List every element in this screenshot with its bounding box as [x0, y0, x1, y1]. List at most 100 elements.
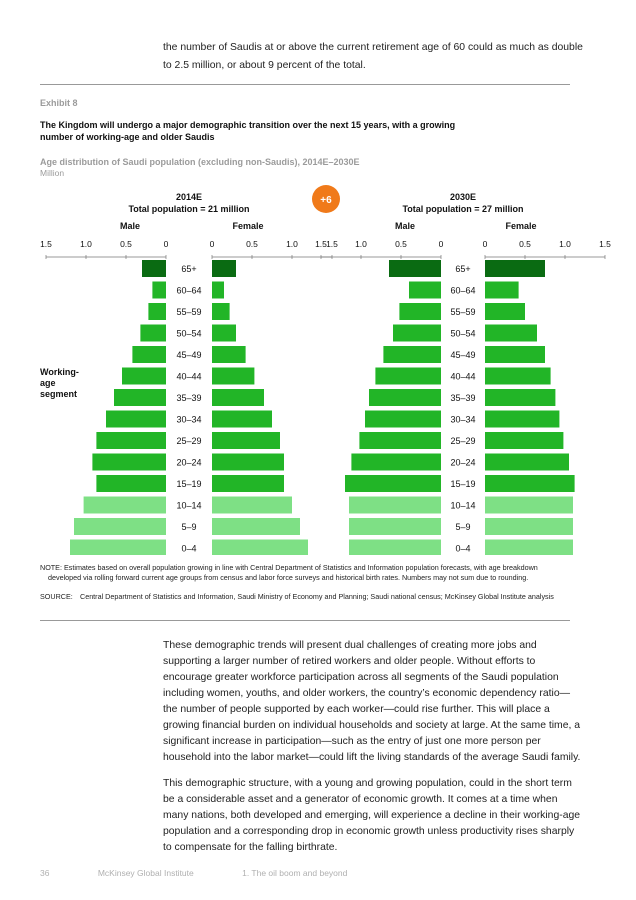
- age-group-label: 65+: [455, 264, 470, 274]
- tick-label: 1.0: [80, 239, 92, 249]
- tick-label: 1.5: [315, 239, 327, 249]
- page-footer: 36 McKinsey Global Institute 1. The oil …: [40, 868, 393, 878]
- age-group-label: 50–54: [450, 329, 475, 339]
- source-text: Central Department of Statistics and Inf…: [80, 592, 554, 601]
- female-bar: [485, 496, 573, 514]
- female-bar: [212, 432, 280, 449]
- age-group-label: 35–39: [450, 393, 475, 403]
- male-bar: [393, 324, 441, 342]
- age-group-label: 40–44: [450, 372, 475, 382]
- tick-label: 0: [439, 239, 444, 249]
- panel-year: 2030E: [450, 192, 476, 202]
- female-bar: [212, 303, 230, 320]
- male-bar: [383, 346, 441, 363]
- age-group-label: 35–39: [176, 393, 201, 403]
- body-paragraph-1: These demographic trends will present du…: [163, 640, 581, 763]
- male-bar: [96, 432, 166, 449]
- female-bar: [485, 367, 551, 385]
- working-age-label: Working-: [40, 367, 79, 377]
- male-bar: [148, 303, 166, 320]
- female-bar: [212, 260, 236, 277]
- female-bar: [212, 346, 246, 363]
- exhibit-title: The Kingdom will undergo a major demogra…: [40, 120, 456, 142]
- female-bar: [485, 324, 537, 342]
- age-group-label: 30–34: [176, 415, 201, 425]
- male-bar: [365, 410, 441, 428]
- tick-label: 0: [210, 239, 215, 249]
- age-group-label: 30–34: [450, 415, 475, 425]
- page-number: 36: [40, 868, 50, 878]
- female-bar: [212, 539, 308, 555]
- chart-source: SOURCE: Central Department of Statistics…: [40, 592, 580, 602]
- male-bar: [92, 453, 166, 471]
- male-bar: [409, 281, 441, 299]
- age-group-label: 5–9: [455, 522, 470, 532]
- male-bar: [349, 539, 441, 555]
- growth-badge: [312, 185, 340, 213]
- age-group-label: 50–54: [176, 329, 201, 339]
- intro-paragraph: the number of Saudis at or above the cur…: [163, 42, 583, 71]
- age-group-label: 15–19: [450, 479, 475, 489]
- female-bar: [485, 539, 573, 555]
- female-bar: [212, 367, 255, 385]
- working-age-label: segment: [40, 389, 77, 399]
- male-bar: [389, 260, 441, 277]
- tick-label: 0.5: [120, 239, 132, 249]
- tick-label: 0: [164, 239, 169, 249]
- female-bar: [212, 281, 224, 299]
- age-group-label: 5–9: [181, 522, 196, 532]
- age-group-label: 10–14: [450, 501, 475, 511]
- male-bar: [351, 453, 441, 471]
- female-bar: [485, 518, 573, 535]
- female-bar: [212, 496, 292, 514]
- note-line-2: developed via rolling forward current ag…: [48, 573, 529, 582]
- male-bar: [375, 367, 441, 385]
- age-group-label: 40–44: [176, 372, 201, 382]
- male-bar: [152, 281, 166, 299]
- tick-label: 0.5: [519, 239, 531, 249]
- female-bar: [212, 518, 300, 535]
- female-bar: [212, 410, 272, 428]
- age-group-label: 10–14: [176, 501, 201, 511]
- population-pyramid-chart: 2014E Total population = 21 million Male Fe…: [40, 185, 611, 555]
- male-bar: [106, 410, 166, 428]
- footer-org: McKinsey Global Institute: [97, 868, 194, 878]
- body-paragraph-2: This demographic structure, with a young…: [163, 778, 581, 853]
- female-label: Female: [232, 221, 263, 231]
- male-bar: [122, 367, 166, 385]
- panel-total: Total population = 21 million: [128, 204, 249, 214]
- male-bar: [369, 389, 441, 406]
- male-label: Male: [395, 221, 415, 231]
- tick-label: 0.5: [246, 239, 258, 249]
- male-bar: [142, 260, 166, 277]
- age-group-label: 0–4: [455, 544, 470, 554]
- age-group-label: 25–29: [176, 436, 201, 446]
- exhibit-unit: Million: [40, 168, 65, 178]
- female-bar: [485, 475, 575, 492]
- male-bar: [349, 518, 441, 535]
- female-bar: [485, 389, 556, 406]
- age-group-label: 45–49: [450, 350, 475, 360]
- note-line-1: NOTE: Estimates based on overall populat…: [40, 563, 538, 572]
- working-age-label: age: [40, 378, 56, 388]
- male-bar: [114, 389, 166, 406]
- tick-label: 1.5: [326, 239, 338, 249]
- age-group-label: 65+: [181, 264, 196, 274]
- age-group-label: 25–29: [450, 436, 475, 446]
- male-label: Male: [120, 221, 140, 231]
- age-group-label: 45–49: [176, 350, 201, 360]
- exhibit-label: Exhibit 8: [40, 98, 78, 108]
- divider: [40, 84, 570, 85]
- male-bar: [74, 518, 166, 535]
- body-text: These demographic trends will present du…: [163, 638, 583, 866]
- female-bar: [485, 346, 545, 363]
- male-bar: [359, 432, 441, 449]
- female-bar: [485, 281, 519, 299]
- growth-badge-label: +6: [320, 195, 332, 206]
- age-group-label: 0–4: [181, 544, 196, 554]
- male-bar: [345, 475, 441, 492]
- age-group-label: 60–64: [450, 286, 475, 296]
- age-group-label: 20–24: [450, 458, 475, 468]
- female-bar: [485, 303, 525, 320]
- panel-year: 2014E: [176, 192, 202, 202]
